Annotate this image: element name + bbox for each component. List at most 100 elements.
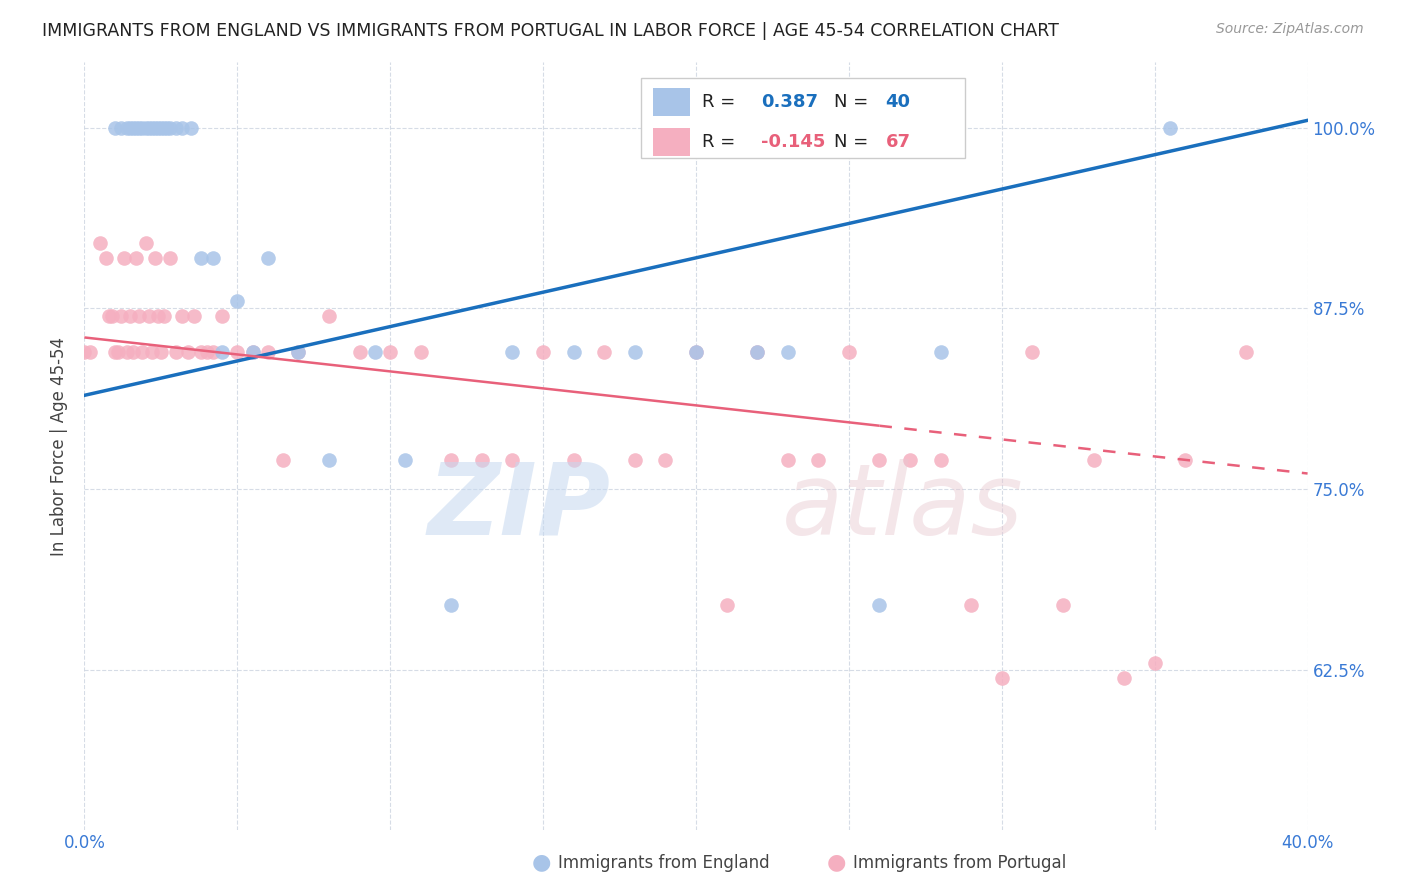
Text: R =: R = — [702, 93, 741, 111]
Point — [79, 345, 101, 359]
Y-axis label: In Labor Force | Age 45-54: In Labor Force | Age 45-54 — [51, 336, 69, 556]
Point — [195, 345, 218, 359]
Point — [211, 345, 233, 359]
Text: ●: ● — [827, 853, 846, 872]
Point — [502, 345, 524, 359]
Point — [128, 120, 150, 135]
Text: atlas: atlas — [782, 458, 1024, 556]
Point — [165, 345, 187, 359]
Point — [183, 309, 205, 323]
Point — [141, 345, 163, 359]
Point — [409, 345, 432, 359]
Text: 40: 40 — [886, 93, 911, 111]
Point — [1021, 345, 1043, 359]
Point — [131, 120, 153, 135]
Point — [1159, 120, 1181, 135]
Point — [838, 345, 860, 359]
Point — [128, 309, 150, 323]
Point — [471, 453, 494, 467]
FancyBboxPatch shape — [641, 78, 965, 158]
Point — [165, 120, 187, 135]
Point — [97, 309, 120, 323]
Point — [440, 598, 463, 612]
Point — [869, 598, 891, 612]
Point — [153, 120, 176, 135]
Point — [960, 598, 983, 612]
Point — [562, 453, 585, 467]
Text: R =: R = — [702, 133, 741, 152]
Point — [1174, 453, 1197, 467]
Text: Immigrants from England: Immigrants from England — [558, 855, 770, 872]
Point — [226, 345, 249, 359]
Point — [287, 345, 309, 359]
Point — [125, 120, 148, 135]
Point — [125, 251, 148, 265]
Point — [1236, 345, 1258, 359]
Point — [211, 309, 233, 323]
Point — [138, 120, 160, 135]
Point — [807, 453, 830, 467]
Point — [201, 251, 224, 265]
Text: Immigrants from Portugal: Immigrants from Portugal — [853, 855, 1067, 872]
Point — [531, 345, 554, 359]
Point — [190, 251, 212, 265]
Point — [364, 345, 387, 359]
Point — [120, 309, 142, 323]
Point — [149, 345, 172, 359]
Point — [104, 120, 127, 135]
Point — [138, 309, 160, 323]
Point — [654, 453, 676, 467]
Point — [143, 251, 166, 265]
Point — [110, 309, 132, 323]
Point — [172, 120, 194, 135]
Point — [929, 345, 952, 359]
Point — [190, 345, 212, 359]
Point — [394, 453, 416, 467]
Point — [146, 120, 169, 135]
Point — [112, 251, 135, 265]
Point — [104, 345, 127, 359]
Point — [685, 345, 707, 359]
Point — [898, 453, 921, 467]
Text: ●: ● — [531, 853, 551, 872]
Point — [869, 453, 891, 467]
Point — [776, 453, 799, 467]
Point — [1114, 671, 1136, 685]
Point — [101, 309, 124, 323]
Point — [502, 453, 524, 467]
Point — [287, 345, 309, 359]
Point — [143, 120, 166, 135]
Text: ZIP: ZIP — [427, 458, 610, 556]
Point — [156, 120, 179, 135]
Point — [929, 453, 952, 467]
Point — [120, 120, 142, 135]
Point — [177, 345, 200, 359]
Point — [257, 251, 280, 265]
Point — [226, 294, 249, 309]
Point — [180, 120, 202, 135]
Point — [153, 309, 176, 323]
Point — [115, 120, 138, 135]
Point — [110, 120, 132, 135]
Point — [624, 453, 647, 467]
Point — [1143, 656, 1166, 670]
Point — [318, 453, 340, 467]
Text: 67: 67 — [886, 133, 911, 152]
Point — [257, 345, 280, 359]
Point — [271, 453, 294, 467]
Point — [242, 345, 264, 359]
Text: IMMIGRANTS FROM ENGLAND VS IMMIGRANTS FROM PORTUGAL IN LABOR FORCE | AGE 45-54 C: IMMIGRANTS FROM ENGLAND VS IMMIGRANTS FR… — [42, 22, 1059, 40]
Point — [776, 345, 799, 359]
Point — [991, 671, 1014, 685]
Point — [624, 345, 647, 359]
Point — [318, 309, 340, 323]
Point — [380, 345, 402, 359]
Point — [747, 345, 769, 359]
Point — [747, 345, 769, 359]
Point — [131, 345, 153, 359]
Text: -0.145: -0.145 — [761, 133, 825, 152]
Point — [242, 345, 264, 359]
Point — [201, 345, 224, 359]
Point — [685, 345, 707, 359]
Point — [159, 251, 181, 265]
